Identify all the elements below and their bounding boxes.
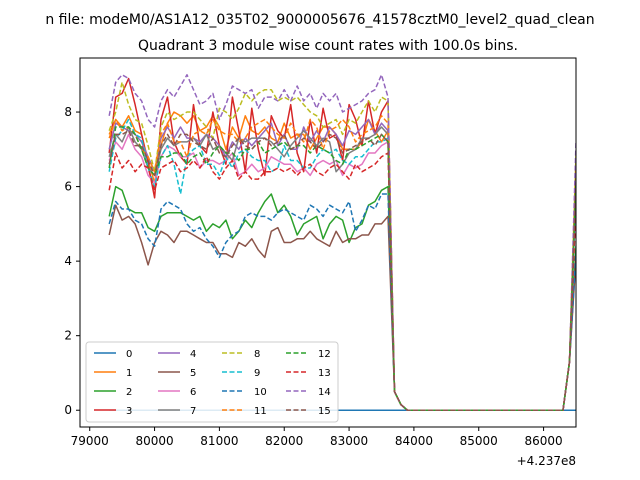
x-tick-label: 86000 bbox=[524, 434, 562, 448]
x-tick-label: 83000 bbox=[330, 434, 368, 448]
legend-label-4: 4 bbox=[190, 349, 196, 360]
x-tick-label: 80000 bbox=[135, 434, 173, 448]
legend-label-15: 15 bbox=[318, 406, 331, 417]
y-tick-label: 2 bbox=[64, 329, 72, 343]
x-tick-label: 82000 bbox=[265, 434, 303, 448]
figure-suptitle: n file: modeM0/AS1A12_035T02_9000005676_… bbox=[45, 12, 594, 28]
legend-label-9: 9 bbox=[254, 368, 260, 379]
legend-label-0: 0 bbox=[126, 349, 132, 360]
x-tick-label: 79000 bbox=[71, 434, 109, 448]
x-tick-label: 84000 bbox=[395, 434, 433, 448]
legend-label-8: 8 bbox=[254, 349, 260, 360]
x-axis: 79000 80000 81000 82000 83000 84000 85000 86000 bbox=[71, 427, 563, 448]
plot-area bbox=[108, 74, 576, 411]
y-axis: 0 2 4 6 8 bbox=[64, 105, 80, 417]
x-tick-label: 81000 bbox=[200, 434, 238, 448]
legend-label-7: 7 bbox=[190, 406, 196, 417]
y-tick-label: 0 bbox=[64, 403, 72, 417]
legend-label-12: 12 bbox=[318, 349, 331, 360]
y-tick-label: 4 bbox=[64, 254, 72, 268]
legend-label-5: 5 bbox=[190, 368, 196, 379]
legend-label-11: 11 bbox=[254, 406, 267, 417]
x-axis-offset-label: +4.237e8 bbox=[517, 454, 576, 468]
legend-label-14: 14 bbox=[318, 387, 331, 398]
legend-box bbox=[85, 341, 339, 423]
series-line-15 bbox=[108, 129, 576, 411]
axes-frame bbox=[79, 57, 577, 428]
x-tick-label: 85000 bbox=[460, 434, 498, 448]
legend-label-1: 1 bbox=[126, 368, 132, 379]
legend-label-10: 10 bbox=[254, 387, 267, 398]
chart-title: Quadrant 3 module wise count rates with … bbox=[138, 38, 518, 54]
legend-label-6: 6 bbox=[190, 387, 196, 398]
legend-label-13: 13 bbox=[318, 368, 331, 379]
legend-label-2: 2 bbox=[126, 387, 132, 398]
legend-label-3: 3 bbox=[126, 406, 132, 417]
y-tick-label: 8 bbox=[64, 105, 72, 119]
y-tick-label: 6 bbox=[64, 180, 72, 194]
